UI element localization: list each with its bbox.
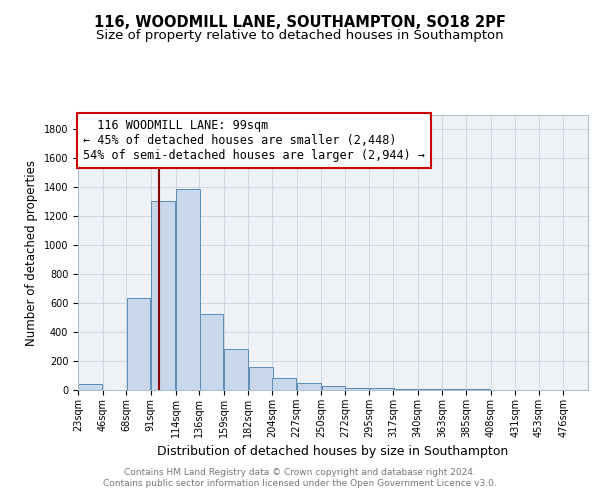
Text: 116, WOODMILL LANE, SOUTHAMPTON, SO18 2PF: 116, WOODMILL LANE, SOUTHAMPTON, SO18 2P… [94,15,506,30]
X-axis label: Distribution of detached houses by size in Southampton: Distribution of detached houses by size … [157,446,509,458]
Bar [297,383,321,390]
Y-axis label: Number of detached properties: Number of detached properties [25,160,38,346]
Bar [272,378,296,390]
Bar [199,314,223,390]
Text: Size of property relative to detached houses in Southampton: Size of property relative to detached ho… [96,28,504,42]
Bar [418,389,442,390]
Bar [249,367,272,390]
Text: 116 WOODMILL LANE: 99sqm
← 45% of detached houses are smaller (2,448)
54% of sem: 116 WOODMILL LANE: 99sqm ← 45% of detach… [83,119,425,162]
Bar [151,200,175,390]
Bar [176,188,200,390]
Bar [394,389,417,390]
Bar [345,388,369,390]
Text: Contains public sector information licensed under the Open Government Licence v3: Contains public sector information licen… [103,479,497,488]
Bar [322,386,346,390]
Bar [127,298,151,390]
Bar [79,384,102,390]
Bar [370,388,394,390]
Bar [224,349,248,390]
Text: Contains HM Land Registry data © Crown copyright and database right 2024.: Contains HM Land Registry data © Crown c… [124,468,476,477]
